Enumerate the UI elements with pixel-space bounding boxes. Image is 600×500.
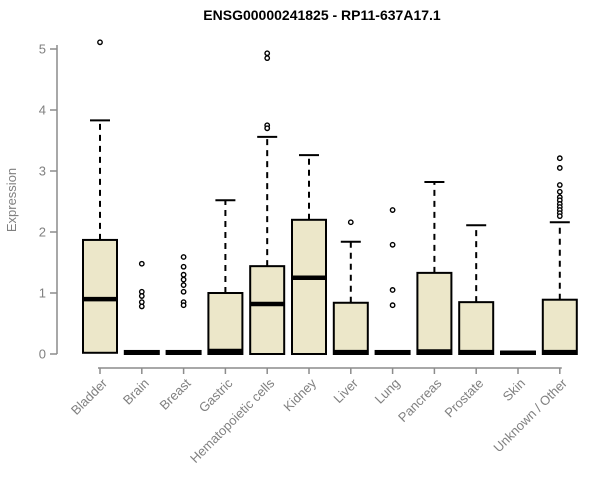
x-tick-label-unknown-other: Unknown / Other xyxy=(490,375,570,455)
chart-title: ENSG00000241825 - RP11-637A17.1 xyxy=(203,7,441,23)
box-unknown-other xyxy=(541,155,578,355)
outlier-point xyxy=(138,303,145,310)
x-tick-label-bladder: Bladder xyxy=(68,375,111,418)
x-tick-label-breast: Breast xyxy=(157,375,194,412)
outlier-point xyxy=(556,188,563,195)
x-tick-label-prostate: Prostate xyxy=(441,376,486,421)
box-kidney xyxy=(291,154,327,355)
outlier-point xyxy=(264,55,271,62)
outlier-point xyxy=(556,155,563,162)
outlier-point xyxy=(556,213,563,220)
box-gastric xyxy=(207,199,244,355)
outlier-point xyxy=(389,302,396,309)
x-tick-label-skin: Skin xyxy=(500,376,528,404)
box-skin xyxy=(500,350,536,356)
iqr-box xyxy=(541,298,578,355)
outlier-point xyxy=(138,293,145,299)
outlier-point xyxy=(347,219,354,226)
iqr-box xyxy=(332,301,369,356)
x-tick-label-brain: Brain xyxy=(120,376,152,408)
box-bladder xyxy=(82,39,118,354)
outlier-point xyxy=(97,39,103,46)
outlier-point xyxy=(556,182,563,188)
box-lung xyxy=(374,207,411,356)
box-hematopoietic-cells xyxy=(249,50,286,355)
iqr-box xyxy=(82,238,118,354)
outlier-point xyxy=(138,260,145,267)
outlier-point xyxy=(180,276,187,283)
outlier-point xyxy=(180,271,187,278)
outlier-point xyxy=(556,165,563,171)
y-tick-label: 1 xyxy=(39,286,46,301)
iqr-box xyxy=(458,301,495,355)
x-tick-label-lung: Lung xyxy=(372,376,403,407)
y-tick-label: 3 xyxy=(39,164,46,179)
iqr-box xyxy=(207,292,244,355)
x-tick-label-gastric: Gastric xyxy=(196,375,236,415)
y-tick-label: 4 xyxy=(39,103,46,118)
iqr-box xyxy=(249,265,286,355)
box-liver xyxy=(332,219,369,356)
x-tick-label-pancreas: Pancreas xyxy=(395,375,445,425)
y-tick-label: 2 xyxy=(39,225,46,240)
outlier-point xyxy=(264,50,271,57)
box-pancreas xyxy=(416,180,453,355)
y-tick-label: 5 xyxy=(39,42,46,57)
outlier-point xyxy=(389,287,396,293)
outlier-point xyxy=(180,288,187,295)
outlier-point xyxy=(264,125,271,132)
outlier-point xyxy=(180,254,187,260)
outlier-point xyxy=(389,241,396,248)
outlier-point xyxy=(180,282,187,288)
outlier-point xyxy=(389,207,396,213)
box-prostate xyxy=(458,224,495,355)
y-tick-label: 0 xyxy=(39,347,46,362)
outlier-point xyxy=(180,302,187,309)
y-axis-label: Expression xyxy=(4,168,19,232)
x-tick-label-liver: Liver xyxy=(330,375,361,406)
iqr-box xyxy=(291,218,327,355)
box-breast xyxy=(165,254,202,356)
iqr-box xyxy=(416,271,453,355)
x-tick-label-kidney: Kidney xyxy=(280,375,319,414)
outlier-point xyxy=(180,263,187,270)
box-brain xyxy=(123,260,160,356)
